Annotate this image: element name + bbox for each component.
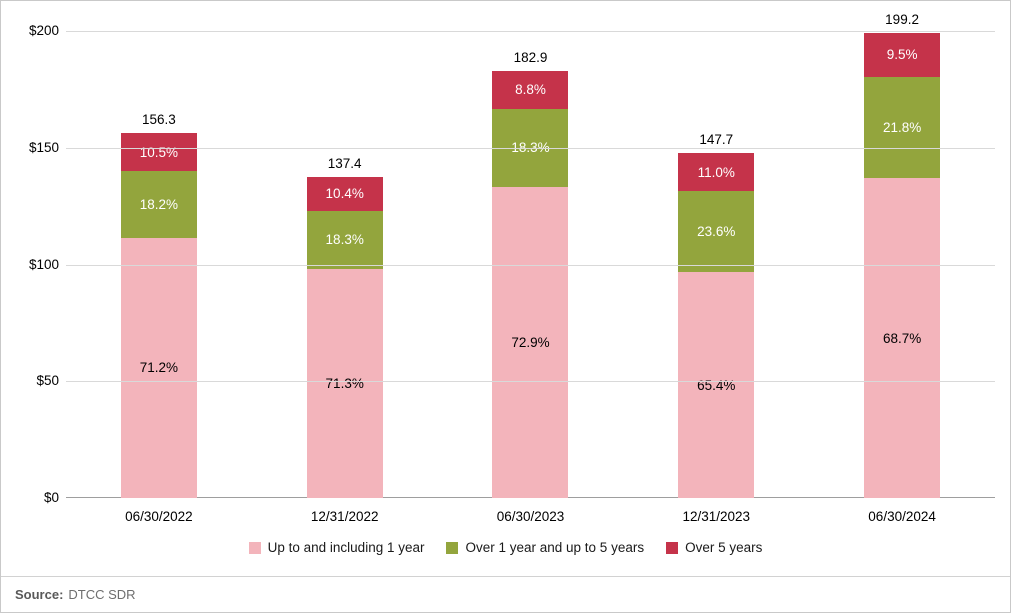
source-note: Source: DTCC SDR bbox=[1, 576, 1010, 612]
bar-segment: 71.3% bbox=[306, 269, 383, 498]
legend-swatch bbox=[666, 541, 679, 554]
y-tick-label: $100 bbox=[28, 256, 59, 272]
bar-total-label: 199.2 bbox=[885, 11, 919, 27]
bar-segment: 11.0% bbox=[678, 153, 755, 192]
legend-item: Up to and including 1 year bbox=[248, 540, 425, 555]
gridline bbox=[66, 264, 995, 266]
bar-total-label: 156.3 bbox=[141, 112, 176, 128]
bar-segment: 23.6% bbox=[678, 191, 755, 273]
legend: Up to and including 1 year Over 1 year an… bbox=[1, 540, 1010, 555]
legend-label: Over 5 years bbox=[685, 540, 763, 555]
bar-segment: 18.3% bbox=[306, 210, 383, 270]
legend-item: Over 1 year and up to 5 years bbox=[446, 540, 644, 555]
plot-area: 156.3 10.5% 18.2% 71.2% 137.4 10.4% 18.3% 71.3%… bbox=[66, 12, 995, 498]
bar-segment: 68.7% bbox=[864, 178, 941, 498]
legend-label: Over 1 year and up to 5 years bbox=[465, 540, 645, 555]
bar-segment: 10.5% bbox=[120, 133, 197, 172]
stacked-bar: 137.4 10.4% 18.3% 71.3% bbox=[306, 156, 383, 498]
source-value: DTCC SDR bbox=[68, 587, 136, 602]
bar-segment: 9.5% bbox=[864, 32, 941, 78]
gridline bbox=[66, 381, 995, 383]
stacked-bar: 182.9 8.8% 18.3% 72.9% bbox=[492, 50, 569, 498]
x-tick-label: 12/31/2022 bbox=[310, 509, 379, 524]
legend-swatch bbox=[248, 541, 261, 554]
legend-item: Over 5 years bbox=[666, 540, 762, 555]
bar-total-label: 137.4 bbox=[327, 156, 362, 172]
bar-segment: 10.4% bbox=[306, 177, 383, 211]
bar-slot: 147.7 11.0% 23.6% 65.4% bbox=[623, 31, 809, 498]
bars-container: 156.3 10.5% 18.2% 71.2% 137.4 10.4% 18.3% 71.3%… bbox=[66, 12, 995, 498]
gridline bbox=[66, 147, 995, 149]
bar-slot: 156.3 10.5% 18.2% 71.2% bbox=[66, 31, 252, 498]
stacked-bar: 199.2 9.5% 21.8% 68.7% bbox=[864, 12, 941, 498]
legend-label: Up to and including 1 year bbox=[267, 540, 425, 555]
source-label: Source: bbox=[15, 587, 64, 602]
x-tick-label: 06/30/2024 bbox=[868, 509, 936, 524]
bar-segment: 71.2% bbox=[120, 237, 197, 498]
bar-total-label: 182.9 bbox=[513, 49, 548, 65]
bar-segment: 72.9% bbox=[492, 186, 569, 498]
y-axis: $0 $50 $100 $150 $200 bbox=[9, 23, 59, 505]
bar-segment: 18.3% bbox=[492, 108, 569, 187]
x-tick-label: 06/30/2022 bbox=[125, 509, 193, 524]
x-axis-labels: 06/30/2022 12/31/2022 06/30/2023 12/31/2023… bbox=[66, 509, 995, 524]
bar-slot: 199.2 9.5% 21.8% 68.7% bbox=[809, 12, 995, 498]
legend-swatch bbox=[446, 541, 459, 554]
x-tick-label: 12/31/2023 bbox=[682, 509, 751, 524]
gridline bbox=[66, 31, 995, 32]
bar-segment: 8.8% bbox=[492, 70, 569, 109]
y-tick-label: $150 bbox=[28, 139, 59, 155]
y-tick-label: $50 bbox=[36, 373, 59, 389]
bar-slot: 137.4 10.4% 18.3% 71.3% bbox=[252, 31, 438, 498]
x-tick-label: 06/30/2023 bbox=[496, 509, 565, 524]
bar-total-label: 147.7 bbox=[699, 132, 734, 148]
bar-slot: 182.9 8.8% 18.3% 72.9% bbox=[438, 31, 624, 498]
bar-segment: 21.8% bbox=[864, 77, 941, 179]
stacked-bar: 156.3 10.5% 18.2% 71.2% bbox=[120, 112, 197, 498]
y-tick-label: $0 bbox=[43, 490, 59, 505]
stacked-bar: 147.7 11.0% 23.6% 65.4% bbox=[678, 132, 755, 498]
bar-segment: 18.2% bbox=[120, 171, 197, 238]
bar-segment: 65.4% bbox=[678, 272, 755, 498]
y-tick-label: $200 bbox=[28, 23, 59, 38]
